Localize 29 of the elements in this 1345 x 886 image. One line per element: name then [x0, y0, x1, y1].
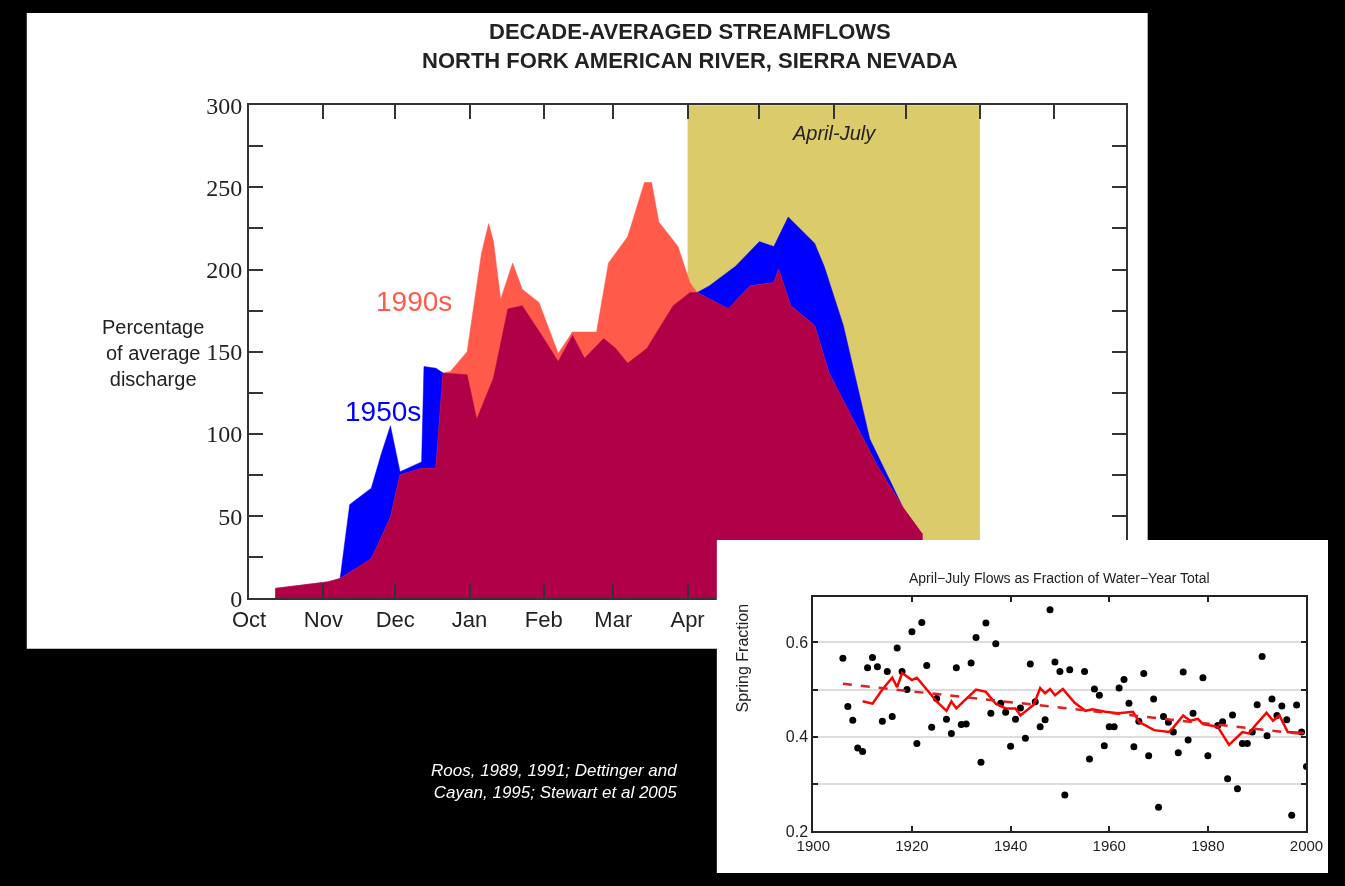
- y-tick-label: 300: [206, 92, 243, 119]
- chart-title: DECADE-AVERAGED STREAMFLOWS NORTH FORK AMERICAN RIVER, SIERRA NEVADA: [422, 19, 958, 73]
- series-label: 1990s: [376, 286, 453, 317]
- y-tick-label: 100: [206, 421, 243, 448]
- x-tick-label: 1960: [1092, 837, 1126, 855]
- chart-title: April−July Flows as Fraction of Water−Year Total: [909, 570, 1210, 586]
- x-tick-label: 1980: [1191, 837, 1225, 855]
- x-tick-label: 1900: [796, 837, 830, 855]
- series-label: 1950s: [345, 396, 422, 427]
- x-tick-label: Jan: [451, 606, 488, 632]
- y-tick-label: 0.4: [785, 728, 809, 746]
- x-tick-label: 1920: [895, 837, 929, 855]
- x-tick-label: 2000: [1289, 837, 1324, 855]
- y-tick-label: 50: [218, 503, 243, 530]
- y-tick-label: 0.2: [785, 822, 809, 840]
- y-tick-label: 150: [206, 339, 243, 366]
- x-tick-label: Dec: [375, 606, 415, 632]
- band-label: April-July: [792, 122, 877, 144]
- y-axis-title: Percentage of average discharge: [102, 316, 205, 390]
- x-tick-label: 1940: [993, 837, 1028, 855]
- y-axis-title: Spring Fraction: [733, 603, 751, 713]
- y-tick-label: 0.6: [785, 633, 809, 651]
- y-tick-label: 200: [206, 256, 243, 283]
- x-tick-label: Mar: [594, 606, 633, 632]
- y-tick-label: 250: [206, 174, 243, 201]
- x-tick-label: Feb: [524, 606, 563, 632]
- x-tick-label: Apr: [670, 606, 705, 632]
- x-tick-label: Nov: [303, 606, 343, 632]
- text: Roos, 1989, 1991; Dettinger and Cayan, 1995; Stewart et al 2005: [431, 761, 678, 803]
